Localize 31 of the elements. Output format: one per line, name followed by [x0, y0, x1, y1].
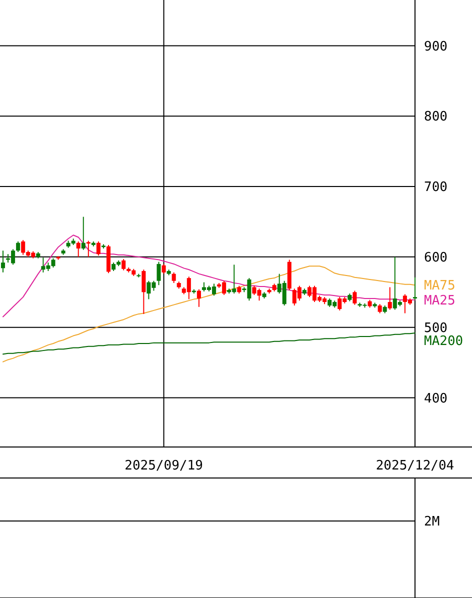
candlestick: [172, 272, 176, 284]
series-label: MA200: [424, 334, 464, 349]
candlestick: [86, 240, 90, 258]
candlestick: [196, 288, 201, 308]
series-label: MA75: [424, 278, 456, 294]
x-tick-label: 2025/09/19: [124, 458, 203, 474]
candlestick: [81, 216, 86, 250]
candlestick: [412, 276, 418, 300]
y-tick-label: 800: [424, 110, 448, 125]
candlestick: [388, 286, 392, 310]
candlestick: [352, 290, 357, 306]
y-tick-label: 500: [424, 320, 448, 336]
candlestick: [76, 240, 80, 258]
line-series: [2, 266, 416, 362]
candlestick: [96, 240, 100, 256]
series-label: MA25: [424, 293, 456, 308]
y-tick-label: 900: [424, 39, 448, 54]
candlestick: [16, 240, 20, 253]
y-tick-label: 400: [424, 391, 448, 406]
y-tick-label: 600: [424, 250, 448, 266]
text: 2M: [424, 514, 440, 530]
candlestick: [0, 250, 6, 273]
x-tick-label: 2025/12/04: [376, 458, 454, 474]
line-series: [2, 234, 416, 318]
y-tick-label: 700: [424, 180, 448, 196]
candlestick: [142, 269, 146, 314]
line-series: [2, 332, 416, 355]
candlestick: [156, 261, 161, 286]
candlestick: [122, 258, 126, 271]
candlestick: [378, 304, 382, 314]
candlestick: [162, 263, 166, 274]
